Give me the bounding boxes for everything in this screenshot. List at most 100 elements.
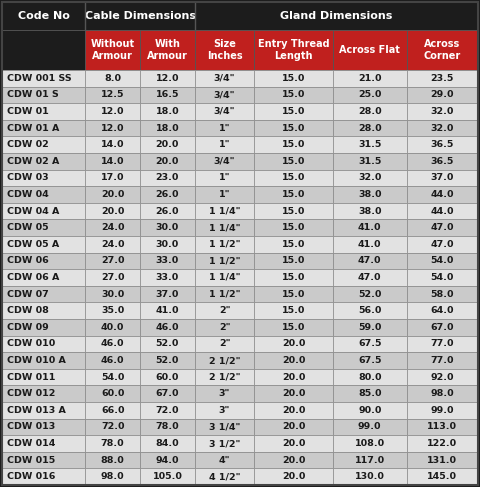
- Bar: [2, 120, 85, 136]
- Bar: [140, 87, 195, 103]
- Bar: [85, 369, 140, 385]
- Bar: [195, 468, 254, 485]
- Text: CDW 06 A: CDW 06 A: [7, 273, 60, 282]
- Text: 99.0: 99.0: [431, 406, 454, 415]
- Bar: [195, 120, 254, 136]
- Bar: [407, 70, 478, 87]
- Bar: [140, 452, 195, 468]
- Text: 1 1/4": 1 1/4": [209, 273, 240, 282]
- Bar: [140, 153, 195, 169]
- Bar: [2, 253, 85, 269]
- Bar: [140, 402, 195, 419]
- Text: 33.0: 33.0: [156, 256, 179, 265]
- Text: 30.0: 30.0: [156, 223, 179, 232]
- Bar: [140, 286, 195, 302]
- Bar: [407, 402, 478, 419]
- Text: 41.0: 41.0: [156, 306, 179, 315]
- Bar: [333, 302, 407, 319]
- Text: 20.0: 20.0: [282, 339, 305, 348]
- Bar: [407, 186, 478, 203]
- Bar: [140, 120, 195, 136]
- Bar: [2, 2, 85, 30]
- Text: 31.5: 31.5: [358, 157, 382, 166]
- Bar: [140, 203, 195, 220]
- Text: 20.0: 20.0: [156, 157, 179, 166]
- Text: 3/4": 3/4": [214, 107, 235, 116]
- Text: 47.0: 47.0: [431, 240, 454, 249]
- Text: 1": 1": [219, 190, 230, 199]
- Bar: [407, 30, 478, 70]
- Bar: [195, 369, 254, 385]
- Bar: [333, 319, 407, 336]
- Text: 15.0: 15.0: [282, 190, 305, 199]
- Text: 47.0: 47.0: [358, 273, 382, 282]
- Text: 8.0: 8.0: [104, 74, 121, 83]
- Text: 15.0: 15.0: [282, 140, 305, 149]
- Text: 3 1/2": 3 1/2": [209, 439, 240, 448]
- Bar: [140, 253, 195, 269]
- Text: 105.0: 105.0: [153, 472, 182, 481]
- Bar: [85, 286, 140, 302]
- Bar: [85, 336, 140, 352]
- Bar: [407, 120, 478, 136]
- Text: CDW 010 A: CDW 010 A: [7, 356, 66, 365]
- Bar: [140, 269, 195, 286]
- Text: 23.5: 23.5: [431, 74, 454, 83]
- Text: Without
Armour: Without Armour: [91, 39, 135, 60]
- Bar: [254, 236, 333, 253]
- Bar: [407, 203, 478, 220]
- Text: 113.0: 113.0: [427, 422, 457, 431]
- Text: 72.0: 72.0: [101, 422, 124, 431]
- Text: 26.0: 26.0: [156, 190, 179, 199]
- Text: 20.0: 20.0: [282, 406, 305, 415]
- Bar: [254, 70, 333, 87]
- Text: 1": 1": [219, 140, 230, 149]
- Bar: [2, 186, 85, 203]
- Text: 33.0: 33.0: [156, 273, 179, 282]
- Bar: [2, 169, 85, 186]
- Text: 60.0: 60.0: [156, 373, 179, 382]
- Text: CDW 012: CDW 012: [7, 389, 55, 398]
- Text: 12.0: 12.0: [156, 74, 179, 83]
- Bar: [407, 286, 478, 302]
- Text: 4 1/2": 4 1/2": [209, 472, 240, 481]
- Text: CDW 01: CDW 01: [7, 107, 49, 116]
- Bar: [407, 468, 478, 485]
- Bar: [2, 319, 85, 336]
- Bar: [407, 136, 478, 153]
- Text: 38.0: 38.0: [358, 206, 382, 216]
- Text: 130.0: 130.0: [355, 472, 384, 481]
- Text: 15.0: 15.0: [282, 323, 305, 332]
- Text: 58.0: 58.0: [431, 290, 454, 299]
- Bar: [254, 186, 333, 203]
- Bar: [140, 70, 195, 87]
- Text: 92.0: 92.0: [431, 373, 454, 382]
- Bar: [254, 169, 333, 186]
- Text: 117.0: 117.0: [355, 456, 385, 465]
- Text: 18.0: 18.0: [156, 107, 179, 116]
- Text: 15.0: 15.0: [282, 74, 305, 83]
- Bar: [195, 169, 254, 186]
- Text: 80.0: 80.0: [358, 373, 382, 382]
- Bar: [195, 319, 254, 336]
- Bar: [254, 286, 333, 302]
- Text: CDW 03: CDW 03: [7, 173, 48, 183]
- Bar: [407, 435, 478, 452]
- Text: 32.0: 32.0: [431, 124, 454, 132]
- Text: 47.0: 47.0: [358, 256, 382, 265]
- Bar: [333, 30, 407, 70]
- Bar: [254, 120, 333, 136]
- Text: 77.0: 77.0: [431, 339, 454, 348]
- Text: 46.0: 46.0: [101, 339, 124, 348]
- Text: 14.0: 14.0: [101, 140, 124, 149]
- Text: CDW 02: CDW 02: [7, 140, 49, 149]
- Bar: [85, 468, 140, 485]
- Text: 85.0: 85.0: [358, 389, 382, 398]
- Text: CDW 04 A: CDW 04 A: [7, 206, 60, 216]
- Bar: [254, 352, 333, 369]
- Text: Code No: Code No: [18, 11, 70, 21]
- Bar: [407, 352, 478, 369]
- Bar: [254, 269, 333, 286]
- Text: CDW 01 S: CDW 01 S: [7, 91, 59, 99]
- Bar: [407, 103, 478, 120]
